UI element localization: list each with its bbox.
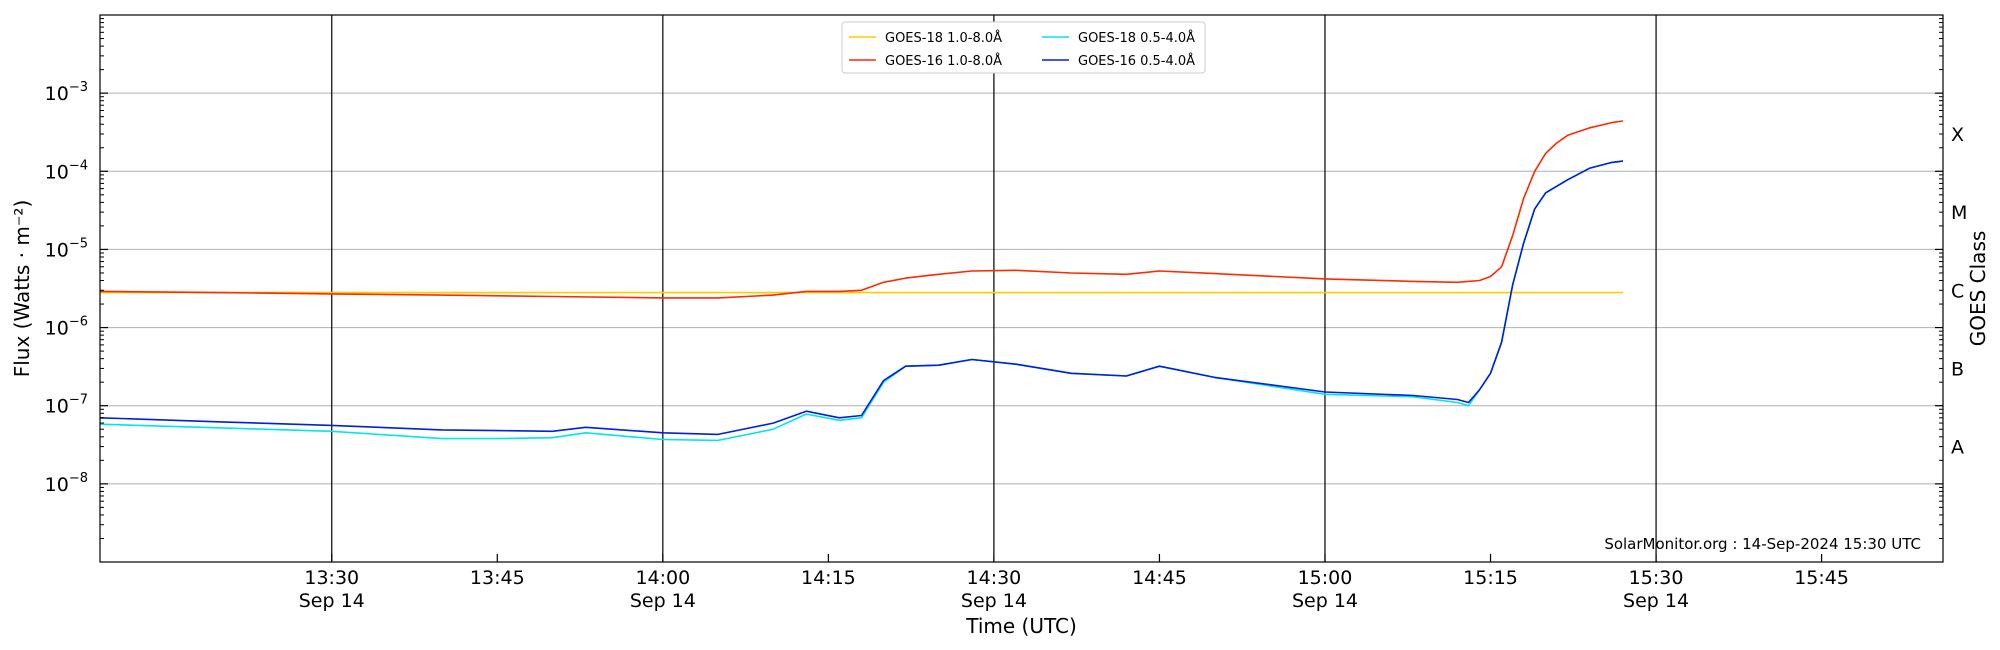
x-tick-label: 14:30 [967, 567, 1022, 589]
goes-class-axis-title: GOES Class [1966, 231, 1990, 347]
x-tick-label: 14:45 [1132, 567, 1187, 589]
x-tick-date-label: Sep 14 [630, 590, 696, 612]
x-tick-label: 13:45 [470, 567, 525, 589]
x-tick-date-label: Sep 14 [1292, 590, 1358, 612]
legend-box [841, 21, 1206, 74]
x-axis-title: Time (UTC) [965, 614, 1077, 638]
goes-class-label: A [1951, 437, 1964, 459]
x-tick-label: 14:00 [635, 567, 690, 589]
y-tick-label: 10−3 [45, 80, 88, 105]
legend-label: GOES-16 1.0-8.0Å [885, 53, 1002, 69]
series-layer [99, 120, 1624, 442]
legend: GOES-18 1.0-8.0Å GOES-16 1.0-8.0Å GOES-18 … [841, 21, 1206, 74]
goes-class-label: B [1951, 358, 1964, 380]
x-tick-date-label: Sep 14 [299, 590, 365, 612]
x-tick-label: 15:00 [1298, 567, 1353, 589]
legend-label: GOES-18 1.0-8.0Å [885, 30, 1002, 46]
credit-text: SolarMonitor.org : 14-Sep-2024 15:30 UTC [1604, 535, 1921, 553]
grid-layer [100, 92, 1943, 485]
goes-class-labels: A B C M X [1951, 124, 1967, 459]
x-tick-label: 15:30 [1629, 567, 1684, 589]
y-tick-labels: 10−8 10−7 10−6 10−5 10−4 10−3 [45, 80, 88, 496]
series-line-3 [99, 160, 1624, 436]
plot-frame [99, 14, 1944, 563]
y-axis-title: Flux (Watts · m⁻²) [10, 200, 34, 378]
y-tick-label: 10−8 [45, 471, 88, 496]
y-tick-label: 10−6 [45, 315, 88, 340]
goes-class-label: X [1951, 124, 1964, 146]
goes-class-label: C [1951, 280, 1964, 302]
vertical-time-markers [331, 15, 1657, 562]
legend-label: GOES-16 0.5-4.0Å [1078, 53, 1195, 69]
y-tick-label: 10−4 [45, 158, 88, 183]
series-line-1 [99, 120, 1624, 299]
x-tick-date-label: Sep 14 [961, 590, 1027, 612]
tick-layer [100, 18, 1943, 562]
x-tick-label: 15:45 [1794, 567, 1849, 589]
x-tick-label: 14:15 [801, 567, 856, 589]
x-tick-date-label: Sep 14 [1623, 590, 1689, 612]
legend-items: GOES-18 1.0-8.0Å GOES-16 1.0-8.0Å GOES-18 … [849, 30, 1195, 69]
y-tick-label: 10−7 [45, 393, 88, 418]
y-tick-label: 10−5 [45, 236, 88, 261]
goes-class-label: M [1951, 202, 1967, 224]
x-tick-label: 15:15 [1463, 567, 1518, 589]
legend-label: GOES-18 0.5-4.0Å [1078, 30, 1195, 46]
x-tick-label: 13:30 [304, 567, 359, 589]
